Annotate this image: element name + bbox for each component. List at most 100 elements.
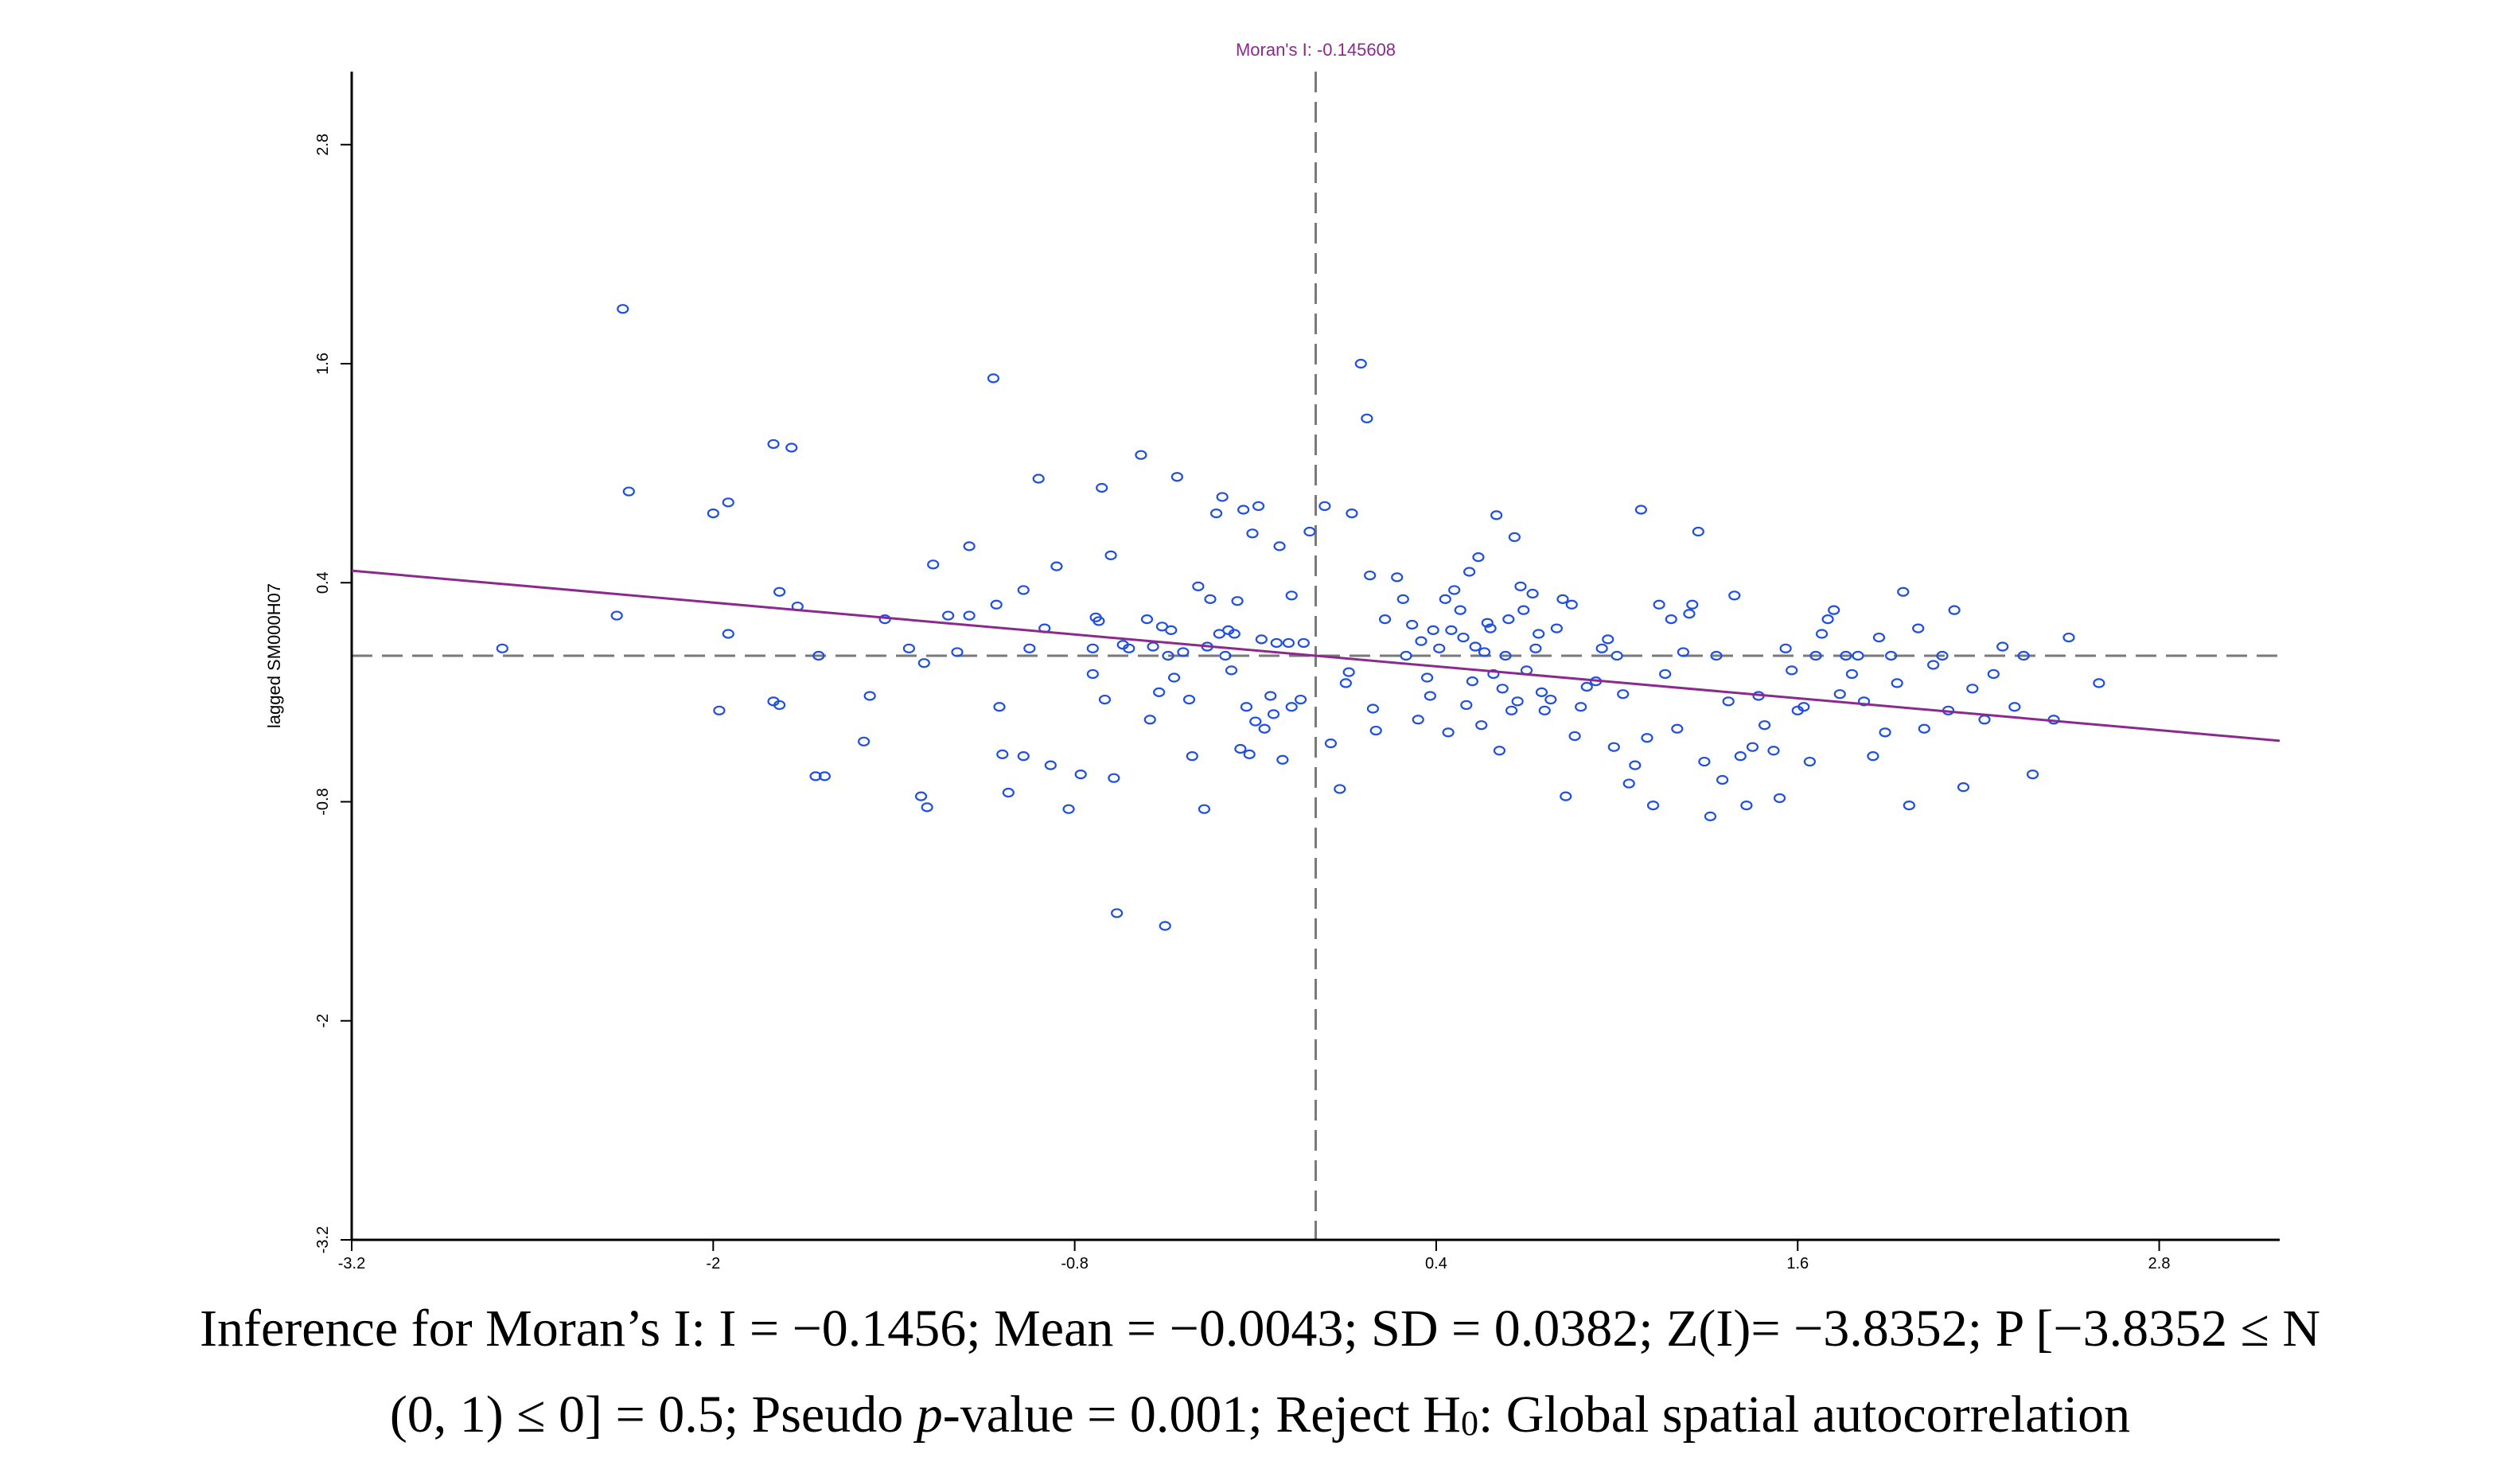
data-point xyxy=(1463,567,1476,577)
data-point xyxy=(1692,526,1704,537)
data-point xyxy=(1529,643,1542,653)
data-point xyxy=(1460,700,1473,711)
data-point xyxy=(1966,684,1979,694)
data-point xyxy=(1803,756,1816,767)
data-point xyxy=(1665,614,1677,625)
data-point xyxy=(1927,660,1940,670)
data-point xyxy=(1815,629,1829,639)
data-point xyxy=(1671,723,1684,734)
data-point xyxy=(1903,800,1915,811)
data-point xyxy=(1324,738,1338,749)
data-point xyxy=(1773,793,1786,804)
data-point xyxy=(1580,681,1593,692)
data-point xyxy=(1433,643,1446,653)
data-point xyxy=(1412,715,1424,725)
data-point xyxy=(1297,637,1310,649)
x-tick-label: 1.6 xyxy=(1786,1255,1809,1272)
data-point xyxy=(1686,599,1699,610)
data-point xyxy=(1445,625,1458,635)
data-point xyxy=(1918,723,1930,734)
x-tick-label: 0.4 xyxy=(1425,1255,1447,1272)
data-point xyxy=(1231,596,1244,606)
y-tick-label: 2.8 xyxy=(314,134,332,156)
data-point xyxy=(1255,634,1268,645)
data-point xyxy=(1622,778,1635,789)
data-point xyxy=(1533,629,1545,639)
data-point xyxy=(2062,632,2075,643)
data-point xyxy=(993,702,1006,712)
data-point xyxy=(951,647,964,657)
data-point xyxy=(1002,787,1015,798)
data-point xyxy=(1111,908,1124,918)
x-tick-label: -3.2 xyxy=(338,1255,365,1272)
data-point xyxy=(1575,702,1587,712)
data-point xyxy=(1098,694,1112,705)
data-point xyxy=(1264,691,1277,701)
data-point xyxy=(1318,501,1331,512)
data-point xyxy=(1406,619,1419,630)
data-point xyxy=(1490,510,1503,520)
data-point xyxy=(1704,811,1717,821)
data-point xyxy=(1502,614,1515,625)
data-point xyxy=(1439,594,1451,604)
data-point xyxy=(1346,508,1358,519)
data-point xyxy=(1044,760,1057,770)
data-point xyxy=(1867,751,1879,762)
data-point xyxy=(1339,678,1352,688)
data-point xyxy=(1369,725,1382,736)
data-point xyxy=(1634,505,1647,515)
data-point xyxy=(1466,676,1478,687)
data-point xyxy=(1879,727,1891,738)
data-point xyxy=(1505,705,1518,715)
data-point xyxy=(1270,637,1283,649)
data-point xyxy=(1840,650,1852,661)
data-point xyxy=(987,373,1000,384)
data-point xyxy=(921,802,933,813)
data-point xyxy=(1646,800,1660,811)
data-point xyxy=(1420,672,1434,683)
data-point xyxy=(722,629,734,639)
data-point xyxy=(1108,773,1120,783)
data-point xyxy=(1216,492,1229,502)
data-point xyxy=(617,304,629,314)
data-point xyxy=(1936,650,1949,661)
data-point xyxy=(1228,629,1241,639)
data-point xyxy=(1143,715,1156,725)
data-point xyxy=(996,749,1009,759)
moran-scatterplot: -3.2 -2 -0.8 0.4 1.6 2.8 -3.2 -2 -0.8 0.4 1.6 2.8 M… xyxy=(264,40,2280,1272)
data-point xyxy=(1246,528,1259,539)
caption-h0-subscript: 0 xyxy=(1460,1404,1478,1443)
data-point xyxy=(1165,625,1178,635)
data-point xyxy=(1568,731,1581,742)
data-point xyxy=(1948,605,1961,615)
data-point xyxy=(1366,703,1380,714)
caption-line-2-part-c: : Global spatial autocorrelation xyxy=(1478,1385,2131,1444)
data-point xyxy=(713,705,726,715)
data-point xyxy=(1361,413,1373,423)
data-point xyxy=(1017,751,1030,762)
data-point xyxy=(2026,769,2039,780)
data-point xyxy=(1062,804,1075,814)
data-point xyxy=(917,658,930,668)
y-axis-label: lagged SM000H07 xyxy=(264,583,284,728)
data-point xyxy=(1457,632,1470,643)
caption-line-1-text: Inference for Moran’s I: I = −0.1456; Me… xyxy=(200,1300,2320,1358)
data-point xyxy=(963,610,976,621)
data-point xyxy=(1526,588,1539,599)
data-point xyxy=(1198,804,1211,814)
data-point xyxy=(2008,702,2021,712)
data-point xyxy=(1303,526,1316,537)
y-tick-label: -0.8 xyxy=(314,788,332,815)
data-point xyxy=(1252,501,1265,512)
data-point xyxy=(773,700,786,711)
data-point xyxy=(1469,641,1482,652)
data-point xyxy=(812,650,825,661)
data-point xyxy=(1677,647,1689,657)
data-point xyxy=(1602,634,1614,645)
data-point xyxy=(622,486,635,497)
data-point xyxy=(1611,650,1623,661)
data-point xyxy=(610,610,623,621)
data-point xyxy=(1273,541,1286,551)
data-point xyxy=(1885,650,1898,661)
data-point xyxy=(1535,687,1548,697)
